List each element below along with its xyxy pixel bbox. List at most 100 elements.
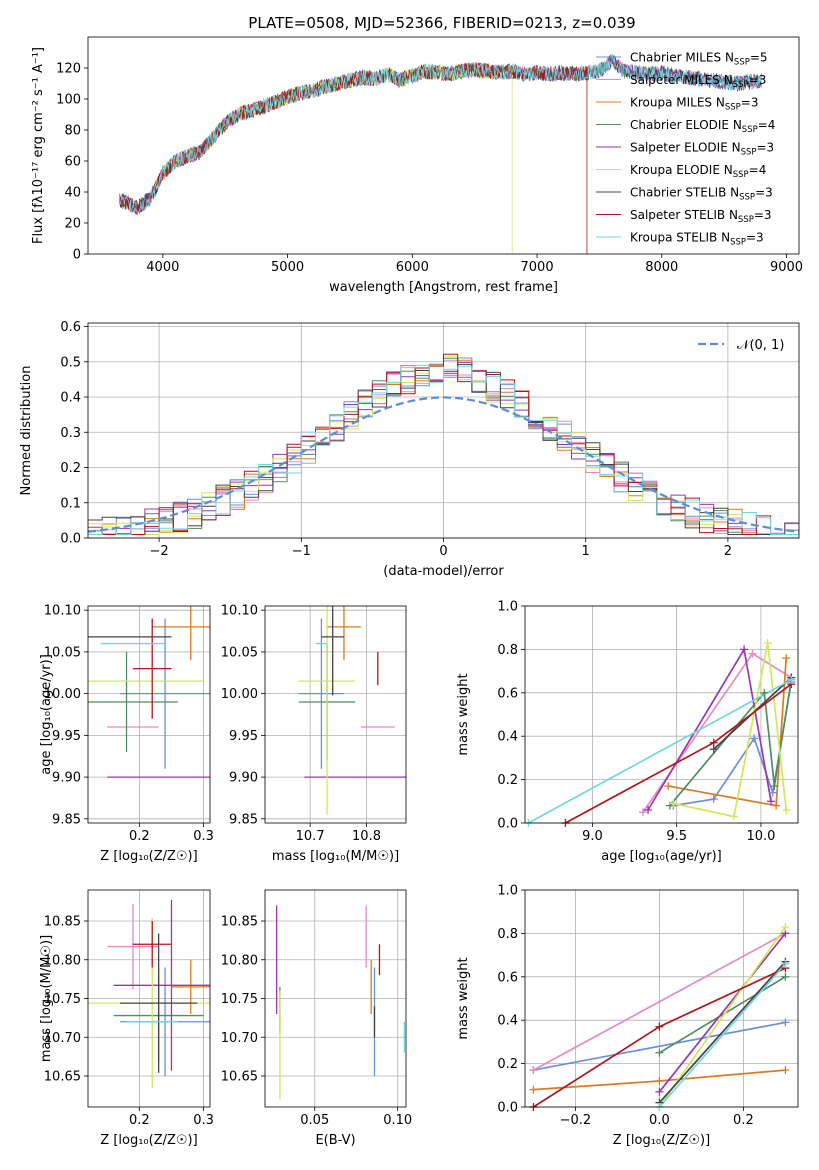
y-tick-label: 9.85: [229, 812, 258, 827]
legend-label: Salpeter MILES NSSP=3: [630, 73, 766, 90]
panel-residual-histogram: −2 −1 0 1 2 0.0 0.1 0.2 0.3 0.4 0.5 0.6 (data-model)…: [19, 320, 800, 579]
y-tick-label: 0: [73, 248, 81, 263]
y-tick-label: 0.6: [497, 686, 518, 701]
y-tick-label: 10.75: [221, 992, 258, 1007]
panel-spectrum: 4000 5000 6000 7000 8000 9000 0 20 40 60 80 100 120 w…: [31, 36, 803, 295]
axes-frame: [87, 36, 800, 255]
x-tick-label: 8000: [645, 260, 678, 275]
x-tick-label: 4000: [146, 260, 179, 275]
x-axis-label: Z [log₁₀(Z/Z☉)]: [613, 1133, 710, 1148]
y-tick-label: 20: [64, 217, 81, 232]
x-tick-label: −2: [150, 544, 169, 559]
y-tick-label: 0.1: [60, 496, 81, 511]
y-tick-label: 10.65: [221, 1070, 258, 1085]
x-axis-label: (data-model)/error: [383, 564, 504, 579]
y-tick-label: 9.90: [52, 771, 81, 786]
y-tick-label: 0.3: [60, 426, 81, 441]
x-tick-label: 0.05: [300, 1113, 329, 1128]
y-tick-label: 10.75: [44, 992, 81, 1007]
x-tick-label: 0.3: [193, 1113, 214, 1128]
y-tick-label: 10.10: [44, 604, 81, 619]
panel-weight-vs-age: 9.0 9.5 10.0 0.0 0.2 0.4 0.6 0.8 1.0 age [log₁₀(a…: [456, 600, 799, 864]
x-tick-label: 0.0: [649, 1113, 670, 1128]
plot-area: [88, 900, 210, 1089]
y-tick-label: 0.6: [60, 320, 81, 335]
y-tick-label: 10.70: [44, 1031, 81, 1046]
y-tick-label: 0.0: [497, 817, 518, 832]
y-tick-label: 10.80: [221, 953, 258, 968]
x-tick-label: 10.8: [352, 829, 381, 844]
y-tick-label: 10.65: [44, 1070, 81, 1085]
panel-mass-vs-Z: 0.2 0.3 10.65 10.70 10.75 10.80 10.85 Z [log₁₀(…: [39, 889, 214, 1148]
x-tick-label: 0.3: [193, 829, 214, 844]
y-tick-label: 0.5: [60, 355, 81, 370]
x-axis-label: mass [log₁₀(M/M☉)]: [272, 849, 399, 864]
y-tick-label: 9.85: [52, 812, 81, 827]
x-tick-label: 9000: [770, 260, 803, 275]
x-tick-label: 9.5: [666, 829, 687, 844]
weight-line: [658, 961, 787, 1104]
y-axis-label: Flux [fλ10⁻¹⁷ erg cm⁻² s⁻¹ A⁻¹]: [31, 47, 46, 244]
histogram-step: [88, 353, 799, 535]
x-tick-label: −0.2: [560, 1113, 592, 1128]
y-axis-label: age [log₁₀(age/yr)]: [39, 654, 54, 775]
y-tick-label: 10.05: [44, 645, 81, 660]
y-tick-label: 10.85: [44, 915, 81, 930]
y-tick-label: 10.85: [221, 915, 258, 930]
spectrum-line: [152, 63, 513, 254]
weight-line: [533, 1021, 786, 1071]
x-axis-label: age [log₁₀(age/yr)]: [601, 849, 722, 864]
weight-line: [658, 926, 787, 1107]
legend-label: Chabrier MILES NSSP=5: [630, 51, 768, 68]
legend-label: Chabrier STELIB NSSP=3: [630, 186, 773, 203]
axes-frame: [87, 605, 211, 824]
x-tick-label: 0.2: [129, 829, 150, 844]
x-axis-label: E(B-V): [315, 1133, 355, 1148]
x-tick-label: 0.2: [129, 1113, 150, 1128]
y-tick-label: 9.95: [52, 729, 81, 744]
y-tick-label: 1.0: [497, 884, 518, 899]
legend-label: Salpeter STELIB NSSP=3: [630, 208, 772, 225]
axes-frame: [87, 322, 800, 539]
panel-age-vs-mass: 10.7 10.8 9.85 9.90 9.95 10.00 10.05 10.10 mass …: [221, 604, 407, 864]
y-tick-label: 60: [64, 155, 81, 170]
y-tick-label: 100: [56, 93, 81, 108]
legend-label: 𝒩(0, 1): [737, 338, 784, 353]
y-tick-label: 0.4: [497, 730, 518, 745]
plot-area: [118, 53, 762, 254]
y-tick-label: 0.4: [60, 391, 81, 406]
x-axis-label: Z [log₁₀(Z/Z☉)]: [100, 1133, 197, 1148]
x-tick-label: 7000: [521, 260, 554, 275]
y-tick-label: 0.6: [497, 970, 518, 985]
legend-label: Kroupa ELODIE NSSP=4: [630, 163, 766, 180]
plot-area: [88, 606, 210, 778]
histogram-step: [88, 364, 799, 535]
y-tick-label: 0.2: [497, 773, 518, 788]
plot-area: [298, 606, 406, 815]
axes-frame: [524, 889, 799, 1108]
panel-mass-vs-ebv: 0.05 0.10 10.65 10.70 10.75 10.80 10.85 E(B-V): [221, 889, 412, 1148]
x-tick-label: 10.0: [746, 829, 775, 844]
y-axis-label: mass weight: [456, 673, 471, 755]
y-tick-label: 10.00: [221, 687, 258, 702]
figure-title: PLATE=0508, MJD=52366, FIBERID=0213, z=0…: [248, 14, 635, 32]
y-tick-label: 0.8: [497, 927, 518, 942]
x-axis-label: wavelength [Angstrom, rest frame]: [329, 280, 558, 295]
y-tick-label: 80: [64, 124, 81, 139]
x-tick-label: 0.2: [733, 1113, 754, 1128]
legend: Chabrier MILES NSSP=5 Salpeter MILES NSSP…: [596, 51, 775, 248]
axes-frame: [87, 889, 211, 1108]
y-tick-label: 10.00: [44, 687, 81, 702]
legend-label: Chabrier ELODIE NSSP=4: [630, 118, 775, 135]
y-tick-label: 0.0: [60, 532, 81, 547]
x-tick-label: −1: [292, 544, 311, 559]
y-tick-label: 0.2: [497, 1057, 518, 1072]
y-axis-label: mass [log₁₀(M/M☉)]: [39, 935, 54, 1062]
y-tick-label: 120: [56, 62, 81, 77]
weight-line: [532, 932, 786, 1071]
axes-frame: [264, 605, 407, 824]
x-tick-label: 6000: [396, 260, 429, 275]
panel-age-vs-Z: 0.2 0.3 9.85 9.90 9.95 10.00 10.05 10.10 Z [log₁…: [39, 604, 214, 864]
x-tick-label: 1: [582, 544, 590, 559]
x-tick-label: 10.7: [296, 829, 325, 844]
